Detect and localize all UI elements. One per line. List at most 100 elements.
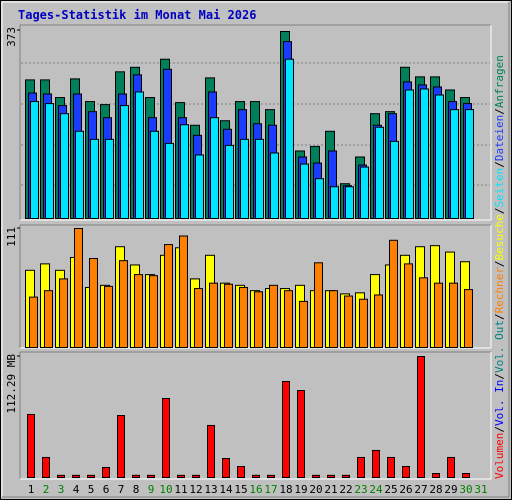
bar [179,235,188,348]
x-tick-label: 3 [58,483,65,496]
x-tick-label: 18 [279,483,292,496]
bar [74,228,83,348]
x-tick-label: 22 [339,483,352,496]
bar [222,458,230,478]
bar [465,109,474,219]
bar [119,260,128,349]
bar [267,474,275,479]
bar [417,356,425,478]
bar [402,466,410,479]
bar [240,138,249,220]
bar [450,109,459,219]
bar [464,289,473,348]
bar [284,290,293,348]
bar [312,474,320,479]
bar [57,474,65,479]
bar [254,291,263,349]
bar [330,186,339,219]
bar [105,138,114,220]
bar [177,474,185,479]
bar [102,466,110,479]
x-tick-label: 7 [118,483,125,496]
legend-separator: / [493,108,506,115]
bar [405,89,414,219]
bar [360,166,369,219]
x-tick-label: 31 [474,483,487,496]
panel [20,352,491,479]
bar [75,130,84,219]
bar [389,239,398,348]
x-tick-label: 9 [148,483,155,496]
x-tick-label: 2 [43,483,50,496]
x-tick-label: 4 [73,483,80,496]
legend-entry: Anfragen [493,55,506,108]
bar [252,474,260,479]
y-tick-label: 111 [5,227,18,247]
legend-separator: / [493,426,506,433]
bar [419,277,428,348]
legend-entry: Vol. In [493,380,506,426]
bar [89,258,98,348]
bar [297,390,305,478]
x-tick-label: 26 [399,483,412,496]
x-tick-label: 24 [369,483,383,496]
bar [237,466,245,479]
bar [194,288,203,349]
x-tick-label: 28 [429,483,442,496]
bar [372,449,380,478]
bar [314,262,323,348]
bar [180,124,189,219]
x-tick-label: 21 [324,483,337,496]
y-tick-label: 373 [5,27,18,47]
x-tick-label: 12 [189,483,202,496]
bar [117,415,125,478]
bar [224,283,233,348]
x-tick-label: 13 [204,483,217,496]
bar [342,474,350,479]
x-tick-label: 30 [459,483,472,496]
legend-entry: Seiten [493,168,506,208]
bar [374,294,383,349]
bar [282,380,290,478]
bar [164,244,173,349]
bar [210,117,219,219]
legend: Volumen/Vol. In/Vol. Out/Rechner/Besuche… [493,55,506,479]
legend-entry: Besuche [493,214,506,260]
bar [209,282,218,349]
bar [375,126,384,219]
x-tick-label: 27 [414,483,427,496]
bar [147,474,155,479]
bar [390,140,399,219]
bar [60,113,69,219]
bar [432,473,440,478]
x-tick-label: 29 [444,483,457,496]
bar [285,58,294,220]
bar [434,282,443,349]
x-tick-label: 10 [159,483,172,496]
legend-separator: / [493,161,506,168]
bar [162,398,170,479]
bar [134,274,143,348]
x-tick-label: 17 [264,483,277,496]
bar [315,178,324,220]
bar [255,138,264,220]
bar [225,144,234,219]
bar [387,456,395,478]
bar [195,154,204,220]
bar [345,186,354,219]
bar [420,88,429,219]
x-tick-label: 11 [174,483,187,496]
legend-entry: Dateien [493,115,506,161]
legend-entry: Vol. Out [493,320,506,373]
bar [150,130,159,219]
x-tick-label: 1 [28,483,35,496]
bar [27,413,35,479]
bar [165,142,174,219]
bar [149,275,158,348]
bar [45,103,54,219]
legend-separator: / [493,207,506,214]
bar [329,290,338,348]
bar [44,290,53,348]
